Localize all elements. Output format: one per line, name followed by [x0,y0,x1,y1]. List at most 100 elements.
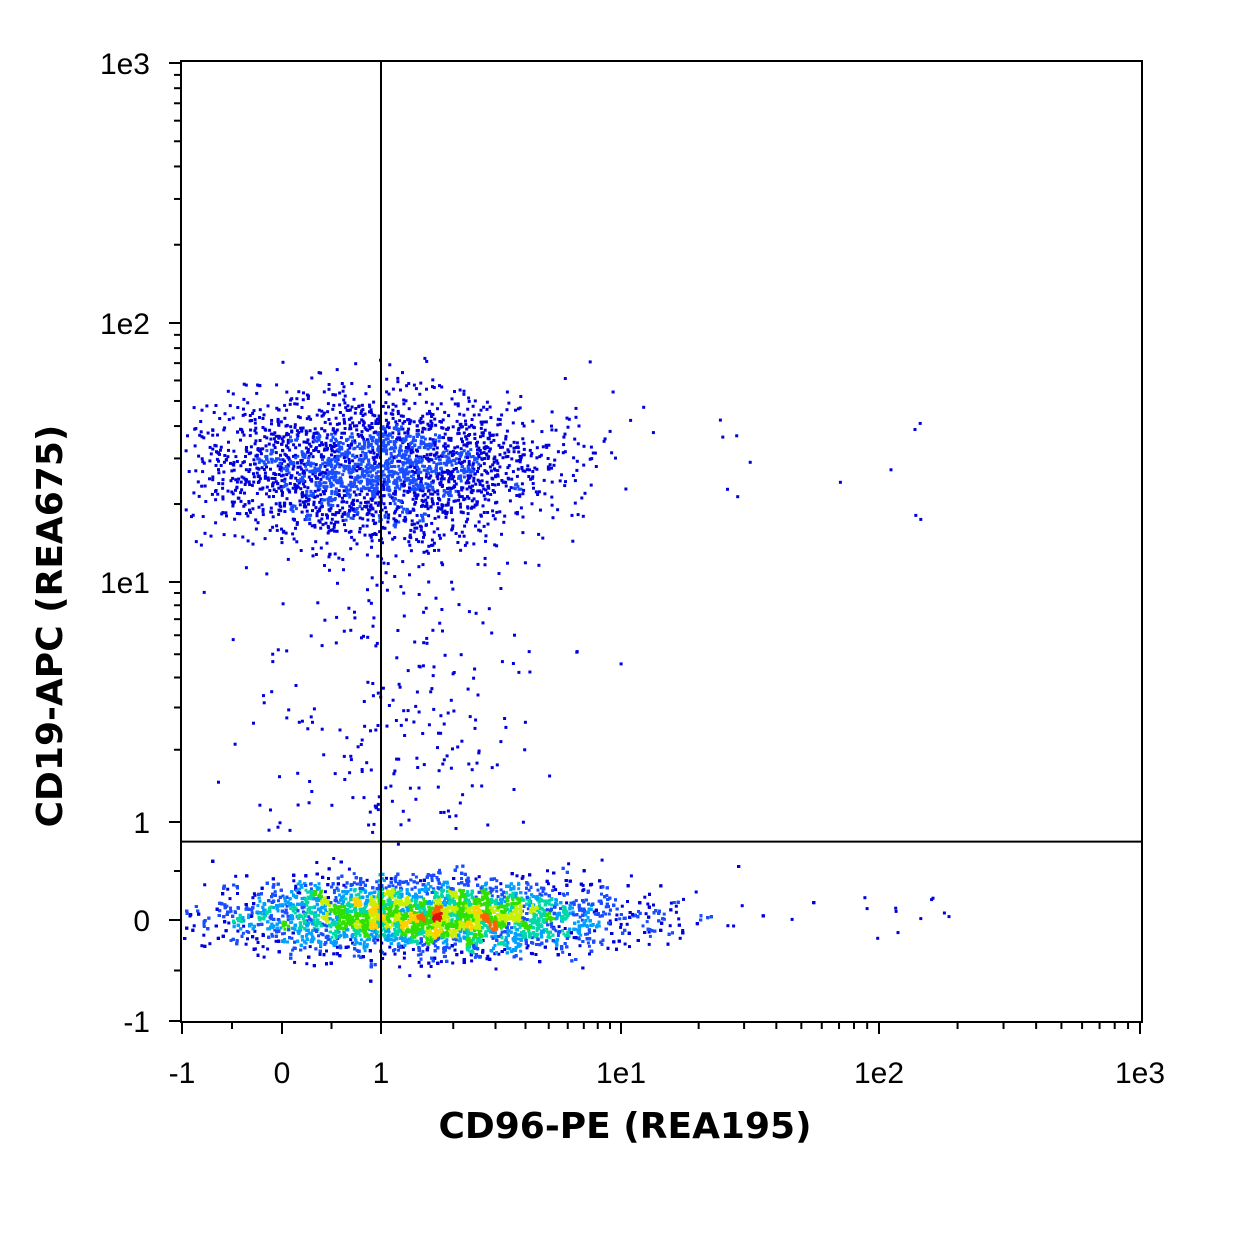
event-dot [463,931,467,935]
event-dot [505,917,509,921]
event-dot [226,887,230,891]
event-dot [318,907,322,911]
event-dot [274,939,278,943]
event-dot [398,911,402,915]
event-dot [566,933,570,937]
event-dot [488,886,492,890]
event-dot [414,875,418,879]
event-dot [272,906,275,909]
event-dot [203,883,207,887]
event-dot [648,934,652,938]
event-dot [352,881,356,885]
event-dot [425,941,429,945]
event-dot [270,932,274,936]
event-dot [343,890,347,893]
event-dot [682,897,685,901]
event-dot [252,892,256,896]
event-dot [539,915,543,919]
event-dot [442,955,446,959]
event-dot [554,929,558,933]
event-dot [365,943,369,947]
event-dot [394,885,398,889]
event-dot [378,908,381,912]
event-dot [467,905,471,909]
event-dot [516,916,520,920]
event-dot [208,942,212,946]
event-dot [247,930,251,934]
event-dot [536,917,540,921]
event-dot [472,946,476,950]
event-dot [284,902,288,906]
event-dot [398,879,402,883]
event-dot [403,936,407,940]
event-dot [545,930,549,934]
event-dot [394,875,398,879]
event-dot [521,934,524,938]
event-dot [495,919,499,922]
event-dot [315,924,319,928]
event-dot [555,912,559,916]
event-dot [565,910,569,914]
event-dot [317,913,321,917]
event-dot [418,941,422,945]
event-dot [375,934,379,938]
event-dot [370,929,374,933]
event-dot [384,886,388,890]
event-dot [418,891,421,894]
event-dot [402,956,406,960]
event-dot [202,925,206,928]
event-dot [404,897,408,901]
event-dot [406,914,410,918]
event-dot [439,960,443,964]
event-dot [401,937,405,940]
event-dot [423,934,426,938]
event-dot [396,842,400,846]
event-dot [372,927,376,931]
event-dot [446,889,449,893]
event-dot [388,914,392,918]
event-dot [305,919,309,923]
event-dot [343,914,347,918]
event-dot [419,879,422,883]
event-dot [400,929,404,933]
event-dot [520,896,524,900]
event-dot [561,929,565,933]
event-dot [290,936,294,940]
event-dot [253,893,257,897]
event-dot [578,944,582,948]
event-dot [246,937,249,941]
event-dot [363,934,367,938]
event-dot [530,936,534,940]
event-dot [607,912,611,916]
event-dot [520,876,524,880]
event-dot [446,899,450,902]
event-dot [400,909,404,912]
event-dot [732,924,736,928]
event-dot [550,903,554,907]
event-dot [328,938,332,941]
event-dot [470,959,474,963]
event-dot [264,914,267,917]
event-dot [386,913,390,916]
event-dot [399,923,403,927]
event-dot [385,876,388,880]
event-dot [429,874,433,878]
event-dot [445,942,449,946]
event-dot [293,911,297,915]
event-dot [587,944,591,948]
event-dot [600,858,604,862]
event-dot [442,918,446,922]
event-dot [403,940,407,943]
event-dot [352,872,356,876]
event-dot [358,909,362,913]
event-dot [357,954,361,958]
event-dot [344,885,348,889]
event-dot [404,933,408,937]
event-dot [490,935,494,939]
event-dot [605,894,609,897]
event-dot [526,907,530,911]
event-dot [510,917,514,921]
event-dot [401,945,405,949]
event-dot [439,886,443,890]
event-dot [307,931,311,935]
